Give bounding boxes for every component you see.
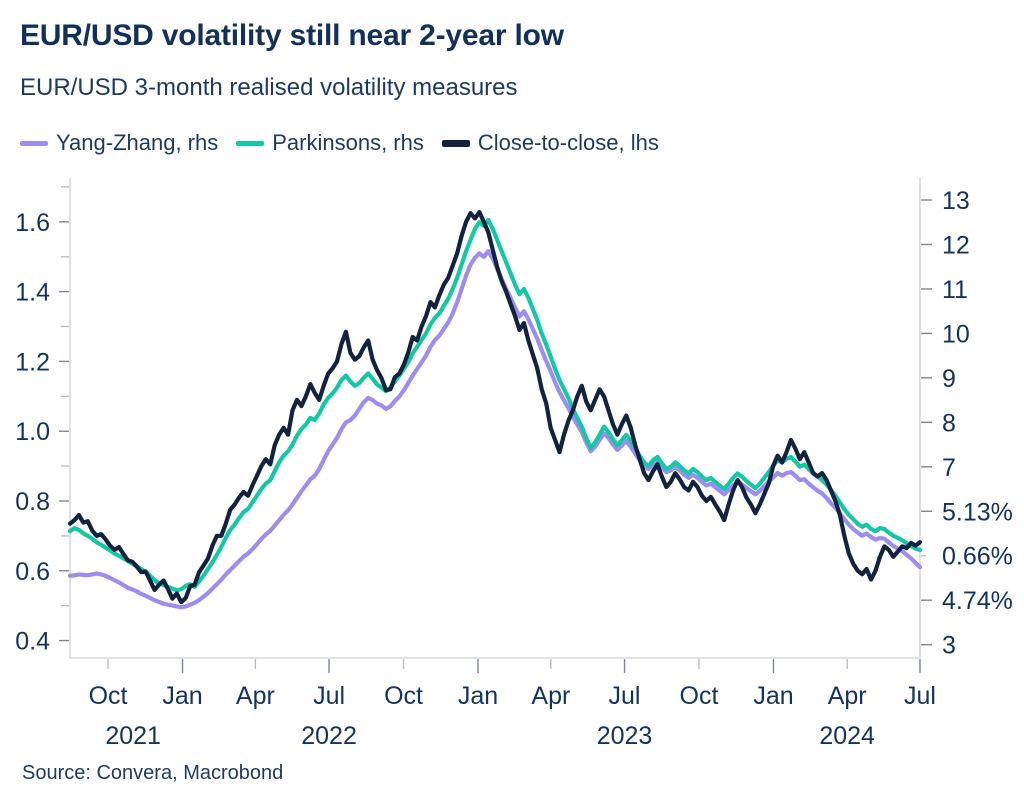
x-tick-label: Oct — [384, 682, 423, 710]
x-year-label: 2022 — [301, 722, 357, 750]
right-tick-label: 13 — [942, 187, 970, 215]
x-tick-label: Jul — [904, 682, 936, 710]
x-tick-label: Jan — [162, 682, 202, 710]
left-tick-label: 1.0 — [15, 418, 50, 446]
right-axis-value-4.74pct: 4.74% — [942, 587, 1013, 615]
volatility-line-chart: 0.4 0.6 0.8 1.0 1.2 1.4 1.6 3 4.74% 0.66% 5.13% 7 8 9… — [15, 178, 1013, 750]
series-line-yang-zhang — [67, 249, 923, 610]
x-tick-label: Oct — [680, 682, 719, 710]
legend-item-parkinsons[interactable]: Parkinsons, rhs — [236, 130, 424, 156]
x-tick-label: Jan — [458, 682, 498, 710]
plot-area: 0.4 0.6 0.8 1.0 1.2 1.4 1.6 3 4.74% 0.66% 5.13% 7 8 9… — [0, 170, 1024, 750]
legend-label: Parkinsons, rhs — [272, 130, 424, 155]
left-tick-label: 1.6 — [15, 209, 50, 237]
right-tick-label: 11 — [942, 276, 968, 304]
x-tick-label: Jul — [609, 682, 641, 710]
x-year-label: 2023 — [597, 722, 653, 750]
legend-label: Yang-Zhang, rhs — [56, 130, 219, 155]
x-tick-label: Apr — [531, 682, 570, 710]
legend-swatch-yang-zhang-icon — [20, 140, 48, 146]
right-tick-label: 10 — [942, 320, 970, 348]
x-tick-label: Apr — [236, 682, 275, 710]
left-tick-label: 1.4 — [15, 279, 50, 307]
right-axis-value-0.66pct: 0.66% — [942, 543, 1013, 571]
left-tick-label: 1.2 — [15, 348, 50, 376]
legend-swatch-close-to-close-icon — [441, 139, 470, 147]
x-year-label: 2024 — [819, 722, 875, 750]
right-tick-label: 8 — [942, 409, 956, 437]
right-tick-label: 9 — [942, 365, 956, 393]
chart-subtitle: EUR/USD 3-month realised volatility meas… — [20, 74, 518, 101]
legend-label: Close-to-close, lhs — [477, 130, 659, 155]
x-tick-label: Jan — [753, 682, 793, 710]
left-tick-label: 0.8 — [15, 488, 50, 516]
series-line-close-to-close — [67, 210, 923, 605]
page-title: EUR/USD volatility still near 2-year low — [20, 19, 564, 52]
chart-legend: Yang-Zhang, rhs Parkinsons, rhs Close-to-c… — [20, 128, 659, 158]
left-tick-label: 0.6 — [15, 558, 50, 586]
x-year-label: 2021 — [105, 722, 161, 750]
right-tick-label: 12 — [942, 231, 970, 259]
right-axis-value-5.13pct: 5.13% — [942, 498, 1013, 526]
left-tick-label: 0.4 — [15, 628, 50, 656]
legend-item-yang-zhang[interactable]: Yang-Zhang, rhs — [20, 130, 218, 156]
series-line-parkinsons — [67, 217, 923, 593]
legend-swatch-parkinsons-icon — [236, 140, 265, 146]
source-note: Source: Convera, Macrobond — [22, 762, 284, 784]
x-tick-label: Jul — [313, 682, 345, 710]
x-tick-label: Apr — [828, 682, 867, 710]
x-tick-label: Oct — [89, 682, 128, 710]
right-tick-label: 3 — [942, 632, 956, 660]
legend-item-close-to-close[interactable]: Close-to-close, lhs — [441, 130, 659, 156]
right-tick-label: 7 — [942, 454, 956, 482]
